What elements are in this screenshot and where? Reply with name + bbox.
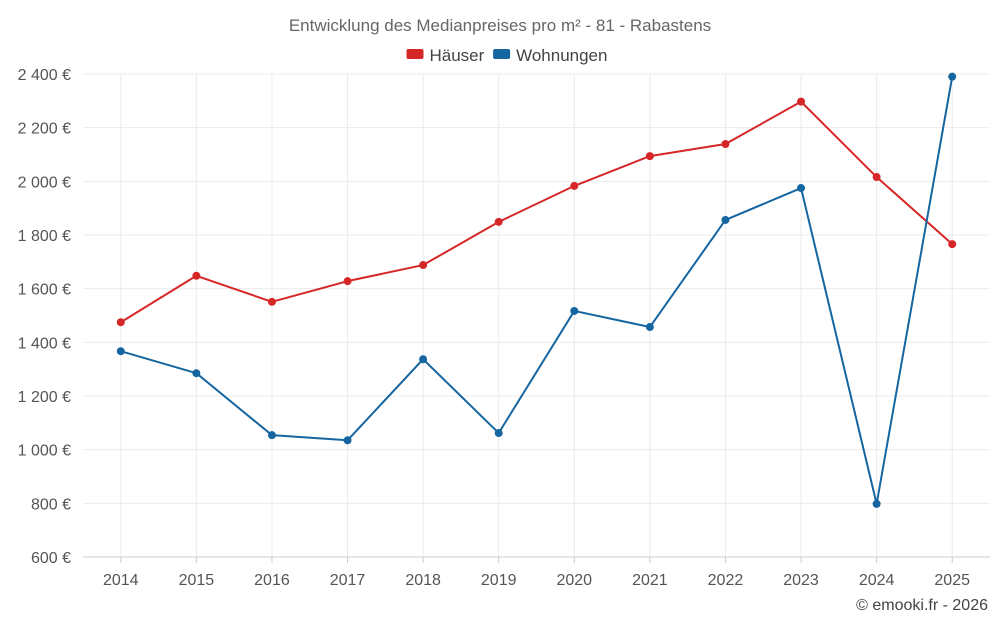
x-tick-label: 2018 bbox=[405, 572, 441, 589]
y-axis: 600 € 800 € 1 000 € 1 200 € 1 400 € 1 600 € 1 … bbox=[18, 67, 71, 567]
legend-label[interactable]: Häuser bbox=[430, 46, 485, 65]
data-point[interactable] bbox=[570, 306, 579, 315]
legend: Häuser Wohnungen bbox=[406, 46, 607, 65]
x-tick-label: 2014 bbox=[103, 572, 139, 589]
data-point[interactable] bbox=[721, 215, 730, 224]
legend-swatch bbox=[493, 49, 511, 59]
data-point[interactable] bbox=[948, 72, 957, 81]
y-tick-label: 800 € bbox=[31, 496, 71, 513]
x-tick-label: 2016 bbox=[254, 572, 290, 589]
data-point[interactable] bbox=[645, 152, 654, 161]
data-point[interactable] bbox=[797, 184, 806, 193]
data-point[interactable] bbox=[872, 173, 881, 182]
y-tick-label: 1 200 € bbox=[18, 389, 71, 406]
legend-swatch bbox=[406, 49, 424, 59]
legend-label[interactable]: Wohnungen bbox=[516, 46, 607, 65]
data-point[interactable] bbox=[797, 97, 806, 106]
data-point[interactable] bbox=[419, 261, 428, 270]
x-tick-label: 2021 bbox=[632, 572, 668, 589]
data-point[interactable] bbox=[267, 297, 276, 306]
y-tick-label: 1 000 € bbox=[18, 443, 71, 460]
series-line-wohnungen bbox=[120, 76, 954, 505]
data-point[interactable] bbox=[494, 217, 503, 226]
data-point[interactable] bbox=[419, 355, 428, 364]
data-point[interactable] bbox=[343, 436, 352, 445]
y-tick-label: 1 400 € bbox=[18, 335, 71, 352]
x-tick-label: 2020 bbox=[556, 572, 592, 589]
x-tick-label: 2017 bbox=[330, 572, 366, 589]
data-point[interactable] bbox=[192, 271, 201, 280]
y-tick-label: 2 000 € bbox=[18, 174, 71, 191]
data-point[interactable] bbox=[570, 181, 579, 190]
data-point[interactable] bbox=[721, 140, 730, 149]
data-point[interactable] bbox=[116, 347, 125, 356]
chart-title: Entwicklung des Medianpreises pro m² - 8… bbox=[289, 16, 711, 35]
data-point[interactable] bbox=[645, 323, 654, 332]
x-tick-label: 2023 bbox=[783, 572, 819, 589]
data-point[interactable] bbox=[192, 369, 201, 378]
series-layer bbox=[116, 72, 957, 508]
data-point[interactable] bbox=[872, 499, 881, 508]
x-tick-label: 2019 bbox=[481, 572, 517, 589]
y-tick-label: 2 200 € bbox=[18, 121, 71, 138]
grid bbox=[83, 73, 990, 558]
series-line-haeuser bbox=[120, 100, 953, 324]
x-axis: 2014 2015 2016 2017 2018 2019 2020 2021 2022 2023… bbox=[103, 557, 970, 589]
data-point[interactable] bbox=[343, 277, 352, 286]
data-point[interactable] bbox=[116, 318, 125, 327]
y-tick-label: 600 € bbox=[31, 550, 71, 567]
x-tick-label: 2024 bbox=[859, 572, 895, 589]
x-tick-label: 2025 bbox=[934, 572, 970, 589]
y-tick-label: 1 800 € bbox=[18, 228, 71, 245]
data-point[interactable] bbox=[948, 240, 957, 249]
y-tick-label: 2 400 € bbox=[18, 67, 71, 84]
data-point[interactable] bbox=[494, 429, 503, 438]
y-tick-label: 1 600 € bbox=[18, 282, 71, 299]
x-tick-label: 2015 bbox=[179, 572, 215, 589]
credit-text: © emooki.fr - 2026 bbox=[856, 597, 988, 614]
data-point[interactable] bbox=[267, 431, 276, 440]
x-tick-label: 2022 bbox=[708, 572, 744, 589]
